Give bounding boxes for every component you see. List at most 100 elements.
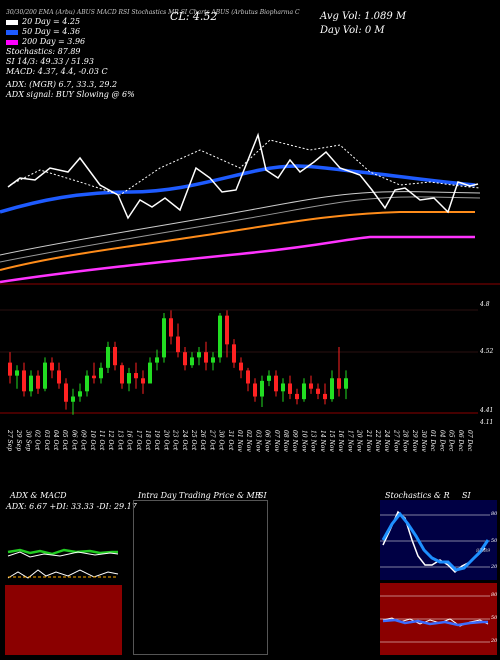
candle-body xyxy=(141,378,145,384)
macd-readout: MACD: 4.37, 4.4, -0.03 C xyxy=(6,67,108,76)
date-tick-label: 20 Nov xyxy=(356,429,363,452)
candle-body xyxy=(50,362,54,371)
candle-body xyxy=(36,375,40,389)
si-readout: SI 14/3: 49.33 / 51.93 xyxy=(6,57,94,66)
candle-body xyxy=(344,378,348,389)
adx-white-line xyxy=(7,551,119,558)
date-tick-label: 10 Oct xyxy=(89,430,96,451)
date-tick-label: 11 Oct xyxy=(98,430,105,451)
candle-body xyxy=(57,370,61,384)
candle-body xyxy=(288,383,292,394)
intraday-panel-si: SI xyxy=(258,491,267,500)
date-tick-label: 05 Dec xyxy=(448,430,455,452)
legend-swatch xyxy=(6,39,18,45)
date-tick-label: 19 Oct xyxy=(153,430,160,451)
candle-body xyxy=(281,383,285,392)
date-tick-label: 14 Nov xyxy=(319,430,326,452)
date-tick-label: 27 Oct xyxy=(208,429,215,451)
date-tick-label: 15 Nov xyxy=(328,430,335,452)
intraday-panel xyxy=(133,500,268,655)
candle-body xyxy=(176,336,180,353)
stoch-value-label: 87.89 xyxy=(476,548,491,554)
stoch-tick-20: 20 xyxy=(491,564,498,570)
date-tick-label: 08 Nov xyxy=(282,430,289,452)
candle-body xyxy=(190,357,194,366)
legend-50day: 50 Day = 4.36 xyxy=(6,27,80,37)
date-tick-label: 24 Oct xyxy=(181,429,188,451)
date-tick-label: 06 Oct xyxy=(70,430,77,451)
date-tick-label: 27 Nov xyxy=(392,429,399,452)
macd-white-line xyxy=(7,569,119,579)
date-tick-label: 31 Oct xyxy=(227,430,234,451)
candle-body xyxy=(232,344,236,363)
candle-body xyxy=(295,393,299,400)
date-tick-label: 12 Oct xyxy=(107,430,114,451)
candle-body xyxy=(197,352,201,358)
adx-green-line xyxy=(7,548,118,556)
price-tick-1: 4.8 xyxy=(480,301,490,308)
date-tick-label: 22 Nov xyxy=(374,429,381,452)
ema-gray-band-1 xyxy=(0,191,481,256)
rsi-blue-line xyxy=(382,618,488,627)
macd-panel xyxy=(5,585,122,655)
candle-body xyxy=(78,391,82,397)
rsi-tick-20: 20 xyxy=(491,638,498,644)
ma200-magenta-line xyxy=(0,235,475,284)
date-tick-label: 04 Dec xyxy=(438,430,445,452)
legend-label: 200 Day = 3.96 xyxy=(22,37,86,46)
candle-body xyxy=(29,375,33,392)
ema20-dotted-line xyxy=(9,139,481,196)
date-tick-label: 09 Oct xyxy=(80,430,87,451)
adx-readout: ADX: (MGR) 6.7, 33.3, 29.2 xyxy=(6,80,118,89)
candle-body xyxy=(316,388,320,394)
candle-body xyxy=(155,357,159,363)
candle-body xyxy=(218,315,222,358)
day-volume: Day Vol: 0 M xyxy=(320,25,385,36)
date-tick-label: 09 Nov xyxy=(291,430,298,452)
date-tick-label: 26 Oct xyxy=(199,429,206,451)
candle-body xyxy=(85,375,89,392)
candle-body xyxy=(106,346,110,368)
date-tick-label: 01 Nov xyxy=(236,430,243,452)
legend-swatch xyxy=(6,19,18,25)
date-tick-label: 05 Oct xyxy=(61,430,68,451)
date-tick-label: 21 Nov xyxy=(365,429,372,452)
adx-panel xyxy=(5,500,122,580)
stochastics-readout: Stochastics: 87.89 xyxy=(6,47,81,56)
date-tick-label: 29 Sep xyxy=(15,429,22,451)
candle-body xyxy=(323,393,327,400)
legend-20day: 20 Day = 4.25 xyxy=(6,17,80,27)
date-tick-label: 07 Nov xyxy=(273,430,280,452)
ma200-orange-line xyxy=(0,211,475,271)
date-tick-label: 01 Dec xyxy=(429,430,436,452)
candle-body xyxy=(43,362,47,389)
date-tick-label: 07 Dec xyxy=(466,430,473,452)
date-tick-label: 06 Dec xyxy=(457,430,464,452)
date-tick-label: 16 Nov xyxy=(337,430,344,452)
candle-body xyxy=(330,378,334,400)
date-tick-label: 17 Oct xyxy=(135,430,142,451)
date-tick-label: 13 Oct xyxy=(116,430,123,451)
candle-body xyxy=(71,396,75,402)
date-tick-label: 10 Nov xyxy=(300,430,307,452)
candle-body xyxy=(148,362,152,384)
legend-label: 20 Day = 4.25 xyxy=(22,17,81,26)
date-tick-label: 23 Oct xyxy=(172,429,179,451)
rsi-tick-50: 50 xyxy=(491,615,498,621)
candle-body xyxy=(127,373,131,384)
rsi-tick-80: 80 xyxy=(491,592,498,598)
candle-body xyxy=(253,383,257,397)
legend-200day: 200 Day = 3.96 xyxy=(6,37,85,47)
date-tick-label: 30 Sep xyxy=(24,430,31,451)
candle-body xyxy=(134,373,138,379)
candle-body xyxy=(92,375,96,379)
date-tick-label: 16 Oct xyxy=(126,430,133,451)
date-tick-label: 18 Oct xyxy=(144,430,151,451)
candle-body xyxy=(309,383,313,389)
candle-body xyxy=(204,352,208,363)
date-tick-label: 25 Oct xyxy=(190,429,197,451)
date-tick-label: 03 Oct xyxy=(43,430,50,451)
date-tick-label: 20 Oct xyxy=(162,429,169,451)
